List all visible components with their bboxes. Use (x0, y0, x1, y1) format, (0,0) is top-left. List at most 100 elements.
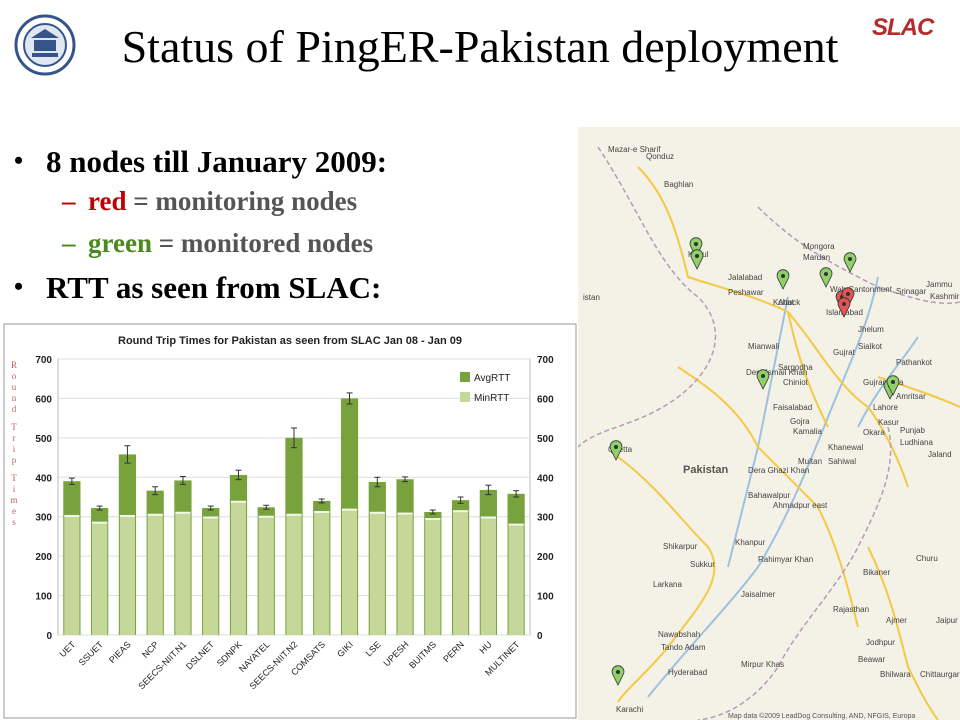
bullet-text: RTT as seen from SLAC: (46, 270, 382, 305)
y-tick-label-left: 700 (35, 355, 52, 366)
map-place-label: Shikarpur (663, 542, 698, 551)
road (637, 166, 789, 313)
legend-label-minrtt: MinRTT (474, 393, 509, 404)
map-place-label: Chittaurgarh (920, 670, 960, 679)
map-place-label: Bahawalpur (748, 491, 791, 500)
monitored-node-marker (689, 237, 703, 258)
map-place-label: Punjab (900, 426, 925, 435)
monitored-node-marker (690, 249, 704, 270)
map-place-label: Bikaner (863, 568, 890, 577)
map-place-label: Jammu (926, 280, 952, 289)
border-line (697, 426, 892, 720)
color-word-green: green (88, 228, 152, 258)
university-seal-icon (14, 14, 76, 76)
y-tick-label-right: 0 (537, 631, 543, 642)
map-place-label: Faisalabad (773, 403, 812, 412)
map-place-label: Lahore (873, 403, 898, 412)
min-rtt-bar (314, 511, 330, 635)
map-place-label: Chiniot (783, 378, 809, 387)
map-place-label: Jodhpur (866, 638, 895, 647)
map-place-label: Ludhiana (900, 438, 933, 447)
min-rtt-bar (425, 519, 441, 635)
monitored-node-marker-dot (781, 274, 785, 278)
monitored-node-marker-dot (695, 254, 699, 258)
map-place-label: Kamalia (793, 427, 822, 436)
monitored-node-marker-dot (761, 374, 765, 378)
y-tick-label-left: 600 (35, 394, 52, 405)
min-rtt-bar (452, 511, 469, 635)
slac-logo: SLAC (872, 14, 934, 41)
map-place-label: Jalalabad (728, 273, 762, 282)
min-rtt-bar (508, 524, 524, 635)
legend-label-avgrtt: AvgRTT (474, 373, 510, 384)
min-rtt-bar (341, 509, 358, 635)
map-place-label: Rajasthan (833, 605, 869, 614)
map-place-label: Jhelum (858, 325, 884, 334)
river (647, 276, 879, 698)
map-place-label: Sahiwal (828, 457, 856, 466)
monitored-node-marker (819, 267, 833, 288)
map-place-label: Karachi (616, 705, 643, 714)
map-place-label: Gujrat (833, 348, 856, 357)
road (677, 366, 759, 448)
monitored-node-marker-dot (694, 242, 698, 246)
map-place-label: Pathankot (896, 358, 933, 367)
min-rtt-bar (203, 517, 219, 635)
y-tick-label-left: 400 (35, 473, 52, 484)
y-tick-label-right: 100 (537, 592, 554, 603)
min-rtt-bar (480, 517, 496, 635)
map-place-label: Mianwali (748, 342, 779, 351)
monitored-node-marker-dot (616, 670, 620, 674)
map-place-label: Jaland (928, 450, 952, 459)
min-rtt-bar (369, 512, 385, 635)
y-tick-label-right: 500 (537, 434, 554, 445)
sub-bullet-red: – red = monitoring nodes (62, 186, 357, 217)
map-place-label: Peshawar (728, 288, 764, 297)
y-tick-label-right: 300 (537, 513, 554, 524)
border-line (578, 146, 717, 448)
map-place-label: istan (583, 293, 600, 302)
min-rtt-bar (92, 522, 108, 635)
legend-swatch-minrtt (460, 392, 470, 402)
border-line (757, 206, 960, 305)
map-place-label: Sukkur (690, 560, 715, 569)
map-place-label: Jaisalmer (741, 590, 776, 599)
y-axis-label-letter: i (13, 444, 16, 454)
y-axis-label-letter: n (12, 393, 17, 403)
map-place-label: Multan (798, 457, 822, 466)
dash-icon: – (62, 228, 76, 258)
map-place-label: Kasur (878, 418, 899, 427)
sub-bullet-text: = monitored nodes (151, 228, 374, 258)
y-axis-label-letter: u (12, 382, 17, 392)
map-place-label: Nawabshah (658, 630, 700, 639)
map-place-label: Sialkot (858, 342, 883, 351)
y-tick-label-left: 0 (46, 631, 52, 642)
y-tick-label-left: 100 (35, 592, 52, 603)
map-background (578, 127, 960, 720)
map-place-label: Ajmer (886, 616, 907, 625)
map-place-label: Khanewal (828, 443, 863, 452)
map-place-label: Wah Cantonment (830, 285, 893, 294)
map-place-label: Qonduz (646, 152, 674, 161)
min-rtt-bar (230, 501, 247, 635)
pakistan-map: Mazar-e SharifQonduzBaghlanKabulJalalaba… (578, 127, 960, 720)
y-axis-label-letter: m (10, 495, 17, 505)
map-place-label: Dera Ghazi Khan (748, 466, 809, 475)
y-tick-label-left: 300 (35, 513, 52, 524)
monitored-node-marker (843, 252, 857, 273)
bullet-nodes: • 8 nodes till January 2009: (14, 144, 387, 180)
map-place-label: Gujranwala (863, 378, 904, 387)
map-place-label: Bhilwara (880, 670, 911, 679)
chart-title: Round Trip Times for Pakistan as seen fr… (118, 335, 462, 347)
legend-swatch-avgrtt (460, 372, 470, 382)
road (867, 546, 939, 720)
y-axis-label-letter: e (12, 506, 16, 516)
monitored-node-marker (756, 369, 770, 390)
map-place-label: Baghlan (664, 180, 693, 189)
map-place-label: Sargodha (778, 363, 813, 372)
monitoring-node-marker-dot (842, 302, 846, 306)
map-place-label: Mardan (803, 253, 830, 262)
y-tick-label-left: 500 (35, 434, 52, 445)
map-place-label: Jaipur (936, 616, 958, 625)
y-axis-label-letter: T (11, 473, 17, 483)
